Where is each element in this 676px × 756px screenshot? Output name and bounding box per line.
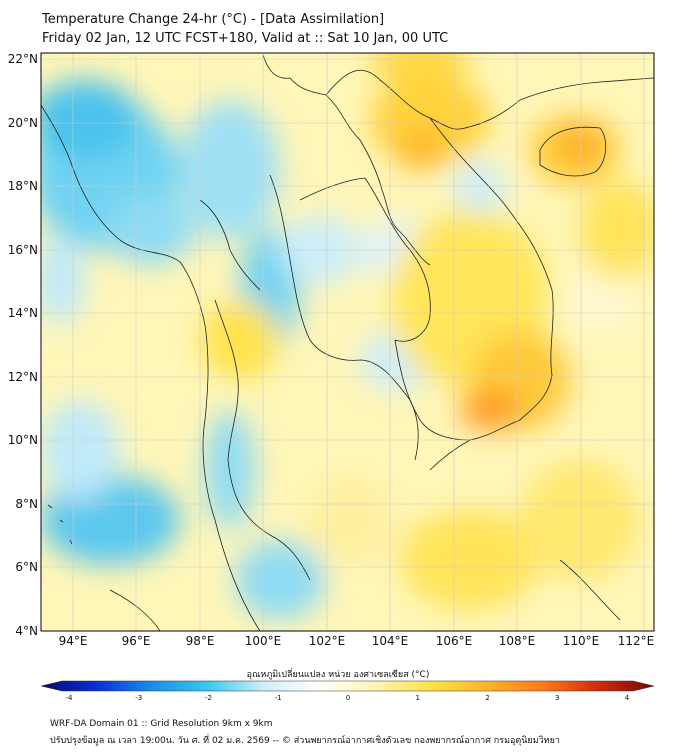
lon-label: 100°E: [245, 634, 282, 648]
lon-label: 98°E: [186, 634, 215, 648]
footer-credit: ปรับปรุงข้อมูล ณ เวลา 19:00น. วัน ศ. ที่…: [50, 736, 560, 746]
lat-label: 4°N: [15, 624, 38, 638]
lat-label: 6°N: [15, 560, 38, 574]
lon-label: 96°E: [122, 634, 151, 648]
lon-label: 94°E: [59, 634, 88, 648]
colorbar-tick-label: -3: [135, 694, 142, 702]
lat-label: 14°N: [8, 306, 38, 320]
colorbar: -4 -3 -2 -1 0 1 2 3 4: [40, 680, 655, 702]
temperature-field: [41, 53, 654, 631]
lon-label: 110°E: [563, 634, 600, 648]
lon-label: 112°E: [618, 634, 655, 648]
map-frame: [40, 52, 655, 632]
colorbar-gradient: [40, 680, 655, 692]
colorbar-tick-label: 2: [485, 694, 489, 702]
map-title: Temperature Change 24-hr (°C) - [Data As…: [42, 12, 385, 27]
lon-label: 102°E: [309, 634, 346, 648]
colorbar-tick-label: -4: [66, 694, 74, 702]
lat-label: 10°N: [8, 433, 38, 447]
colorbar-tick-label: 0: [346, 694, 350, 702]
lat-label: 12°N: [8, 370, 38, 384]
colorbar-tick-label: 1: [416, 694, 420, 702]
colorbar-tick-label: -2: [205, 694, 212, 702]
colorbar-tick-label: -1: [275, 694, 282, 702]
lon-label: 108°E: [499, 634, 536, 648]
lat-label: 18°N: [8, 179, 38, 193]
lat-label: 8°N: [15, 497, 38, 511]
lon-label: 106°E: [436, 634, 473, 648]
lon-label: 104°E: [372, 634, 409, 648]
colorbar-tick-label: 4: [625, 694, 630, 702]
axis-labels: 22°N 20°N 18°N 16°N 14°N 12°N 10°N 8°N 6…: [8, 52, 655, 648]
colorbar-tick-label: 3: [555, 694, 559, 702]
footer-model-info: WRF-DA Domain 01 :: Grid Resolution 9km …: [50, 719, 273, 729]
lat-label: 22°N: [8, 52, 38, 66]
colorbar-ticks: -4 -3 -2 -1 0 1 2 3 4: [66, 694, 630, 702]
lat-label: 20°N: [8, 116, 38, 130]
graticule: [41, 53, 654, 631]
map-subtitle: Friday 02 Jan, 12 UTC FCST+180, Valid at…: [42, 31, 449, 46]
lat-label: 16°N: [8, 243, 38, 257]
coastlines-and-borders: [41, 54, 654, 631]
colorbar-label: อุณหภูมิเปลี่ยนแปลง หน่วย องศาเซลเซียส (…: [246, 670, 430, 680]
